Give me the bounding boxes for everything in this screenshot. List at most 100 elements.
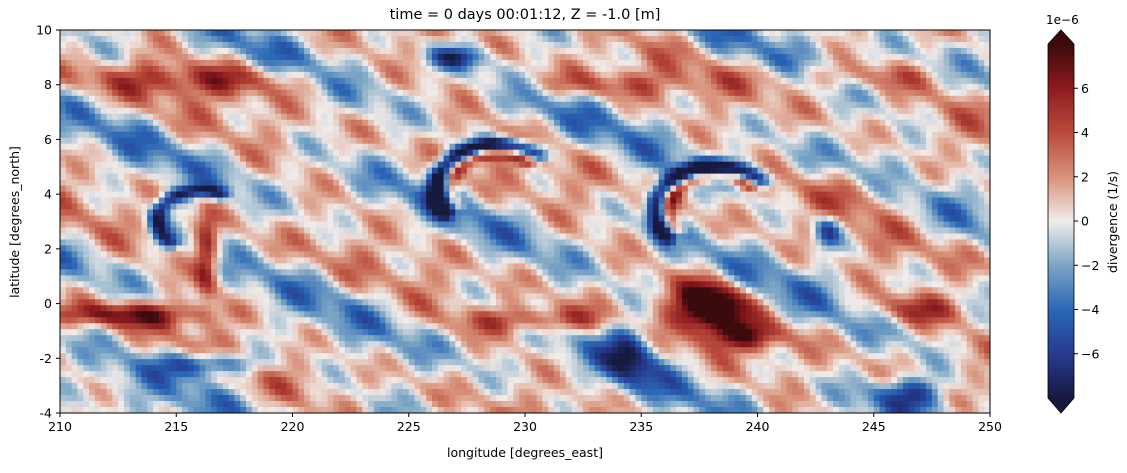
- heatmap-cell: [251, 209, 259, 216]
- heatmap-cell: [339, 203, 346, 210]
- heatmap-cell: [914, 179, 921, 186]
- heatmap-cell: [955, 113, 962, 121]
- heatmap-cell: [774, 173, 782, 181]
- heatmap-cell: [623, 167, 631, 175]
- heatmap-cell: [327, 95, 334, 103]
- heatmap-cell: [420, 83, 427, 91]
- heatmap-cell: [687, 149, 694, 157]
- heatmap-cell: [897, 203, 904, 210]
- heatmap-cell: [246, 209, 253, 216]
- heatmap-cell: [315, 197, 322, 204]
- heatmap-cell: [559, 155, 567, 163]
- heatmap-cell: [647, 209, 654, 216]
- heatmap-cell: [536, 41, 543, 49]
- heatmap-cell: [513, 197, 520, 204]
- heatmap-cell: [647, 53, 654, 61]
- heatmap-cell: [821, 53, 828, 61]
- heatmap-cell: [885, 197, 892, 204]
- heatmap-cell: [565, 77, 572, 85]
- heatmap-cell: [850, 59, 857, 67]
- heatmap-cell: [763, 161, 770, 169]
- heatmap-cell: [275, 161, 282, 169]
- heatmap-cell: [897, 179, 904, 186]
- heatmap-cell: [902, 77, 910, 85]
- heatmap-cell: [681, 209, 689, 216]
- heatmap-cell: [455, 119, 462, 127]
- heatmap-cell: [484, 131, 491, 139]
- heatmap-cell: [612, 59, 619, 67]
- heatmap-cell: [920, 191, 927, 198]
- heatmap-cell: [769, 30, 776, 37]
- heatmap-cell: [780, 143, 787, 151]
- heatmap-cell: [856, 149, 863, 157]
- heatmap-cell: [641, 113, 648, 121]
- heatmap-cell: [705, 77, 712, 85]
- heatmap-cell: [484, 113, 491, 121]
- heatmap-cell: [548, 203, 555, 210]
- heatmap-cell: [984, 155, 990, 163]
- heatmap-cell: [559, 30, 567, 37]
- heatmap-cell: [635, 59, 642, 67]
- heatmap-cell: [827, 101, 834, 109]
- heatmap-cell: [850, 203, 857, 210]
- heatmap-cell: [408, 95, 415, 103]
- heatmap-cell: [612, 149, 619, 157]
- heatmap-cell: [60, 107, 67, 115]
- heatmap-cell: [960, 173, 968, 181]
- heatmap-cell: [966, 89, 973, 97]
- heatmap-cell: [501, 65, 508, 73]
- heatmap-cell: [164, 149, 171, 157]
- heatmap-cell: [216, 149, 224, 157]
- heatmap-cell: [321, 89, 328, 97]
- heatmap-cell: [716, 119, 724, 127]
- heatmap-cell: [984, 161, 990, 169]
- heatmap-cell: [309, 119, 317, 127]
- heatmap-cell: [931, 143, 939, 151]
- heatmap-cell: [484, 89, 491, 97]
- heatmap-cell: [769, 41, 776, 49]
- heatmap-cell: [838, 95, 846, 103]
- heatmap-cell: [490, 35, 497, 43]
- heatmap-cell: [408, 155, 415, 163]
- heatmap-cell: [182, 101, 189, 109]
- heatmap-cell: [594, 47, 601, 55]
- heatmap-cell: [298, 71, 305, 79]
- heatmap-cell: [211, 167, 218, 175]
- heatmap-cell: [856, 179, 863, 186]
- heatmap-cell: [490, 77, 497, 85]
- heatmap-cell: [182, 41, 189, 49]
- heatmap-cell: [373, 185, 381, 192]
- heatmap-cell: [461, 167, 468, 175]
- heatmap-cell: [670, 197, 677, 204]
- heatmap-cell: [257, 71, 264, 79]
- heatmap-cell: [757, 83, 764, 91]
- heatmap-cell: [112, 137, 119, 145]
- heatmap-cell: [182, 83, 189, 91]
- heatmap-cell: [687, 197, 694, 204]
- heatmap-cell: [705, 65, 712, 73]
- heatmap-cell: [507, 191, 514, 198]
- heatmap-cell: [891, 185, 898, 192]
- heatmap-cell: [728, 119, 735, 127]
- heatmap-cell: [339, 59, 346, 67]
- heatmap-cell: [315, 35, 322, 43]
- heatmap-cell: [397, 47, 404, 55]
- heatmap-cell: [414, 203, 421, 210]
- heatmap-cell: [908, 95, 915, 103]
- heatmap-cell: [362, 77, 369, 85]
- heatmap-cell: [437, 197, 445, 204]
- heatmap-cell: [240, 161, 247, 169]
- heatmap-cell: [327, 107, 334, 115]
- heatmap-cell: [286, 143, 293, 151]
- heatmap-cell: [635, 95, 642, 103]
- heatmap-cell: [478, 30, 485, 37]
- heatmap-cell: [89, 30, 96, 37]
- heatmap-cell: [71, 95, 78, 103]
- heatmap-cell: [385, 89, 392, 97]
- heatmap-cell: [664, 101, 671, 109]
- heatmap-cell: [356, 47, 363, 55]
- heatmap-cell: [850, 209, 857, 216]
- heatmap-cell: [960, 107, 968, 115]
- heatmap-cell: [135, 95, 142, 103]
- heatmap-cell: [379, 95, 386, 103]
